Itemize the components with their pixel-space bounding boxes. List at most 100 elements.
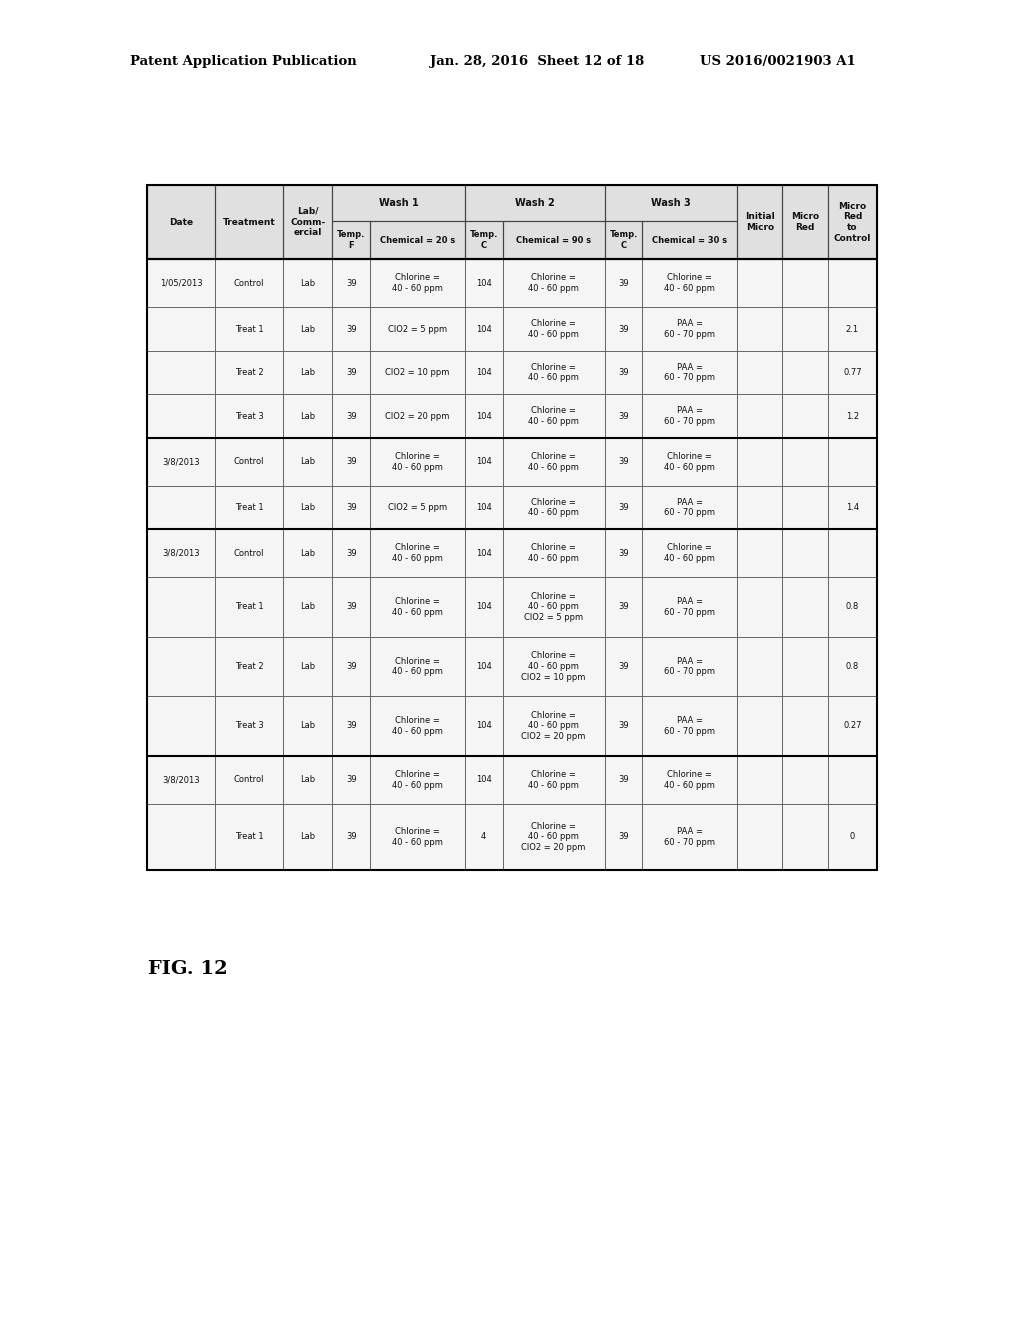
Text: 39: 39 [346,368,356,378]
Text: 39: 39 [346,412,356,421]
Bar [782,351,827,395]
Bar [333,636,370,696]
Bar [370,220,465,259]
Text: 39: 39 [618,325,629,334]
Text: Treat 2: Treat 2 [234,661,263,671]
Text: 4: 4 [481,833,486,841]
Bar [370,259,465,308]
Bar [284,529,333,577]
Bar [370,351,465,395]
Bar [284,395,333,438]
Bar [284,351,333,395]
Bar [503,529,604,577]
Bar [642,220,737,259]
Bar [284,804,333,870]
Bar [827,259,877,308]
Text: Wash 1: Wash 1 [379,198,419,207]
Text: PAA =
60 - 70 ppm: PAA = 60 - 70 ppm [665,407,716,426]
Bar [215,804,284,870]
Text: 104: 104 [476,722,492,730]
Bar [503,259,604,308]
Bar [642,636,737,696]
Bar [333,351,370,395]
Text: Treat 1: Treat 1 [234,325,263,334]
Text: Patent Application Publication: Patent Application Publication [130,55,356,69]
Bar [284,185,333,259]
Text: Chlorine =
40 - 60 ppm: Chlorine = 40 - 60 ppm [528,319,579,339]
Bar [737,308,782,351]
Bar [642,804,737,870]
Text: 104: 104 [476,457,492,466]
Text: 39: 39 [346,722,356,730]
Text: Control: Control [233,279,264,288]
Bar [604,259,642,308]
Bar [147,351,215,395]
Bar [147,259,215,308]
Text: Treatment: Treatment [223,218,275,227]
Text: 0.8: 0.8 [846,602,859,611]
Bar [737,696,782,755]
Bar [782,395,827,438]
Bar [333,486,370,529]
Bar [642,308,737,351]
Bar [147,185,877,259]
Bar [642,486,737,529]
Bar [827,438,877,486]
Text: Chemical = 30 s: Chemical = 30 s [652,235,727,244]
Text: 1/05/2013: 1/05/2013 [160,279,203,288]
Bar [827,577,877,636]
Bar [147,577,215,636]
Bar [642,395,737,438]
Text: PAA =
60 - 70 ppm: PAA = 60 - 70 ppm [665,715,716,735]
Text: ClO2 = 20 ppm: ClO2 = 20 ppm [385,412,450,421]
Bar [604,486,642,529]
Bar [465,185,604,220]
Text: Temp.
C: Temp. C [609,230,638,249]
Text: 1.2: 1.2 [846,412,859,421]
Bar [465,351,503,395]
Bar [284,577,333,636]
Text: 39: 39 [618,279,629,288]
Bar [782,696,827,755]
Bar [465,529,503,577]
Bar [333,259,370,308]
Bar [370,438,465,486]
Text: Chlorine =
40 - 60 ppm: Chlorine = 40 - 60 ppm [392,451,442,471]
Bar [827,486,877,529]
Text: Chlorine =
40 - 60 ppm
ClO2 = 10 ppm: Chlorine = 40 - 60 ppm ClO2 = 10 ppm [521,651,586,681]
Bar [284,696,333,755]
Bar [333,438,370,486]
Bar [642,259,737,308]
Text: Treat 3: Treat 3 [234,412,263,421]
Text: Micro
Red
to
Control: Micro Red to Control [834,202,871,243]
Bar [604,185,737,220]
Bar [333,804,370,870]
Text: Lab: Lab [300,722,315,730]
Text: Lab: Lab [300,503,315,512]
Text: 104: 104 [476,412,492,421]
Bar [782,259,827,308]
Text: Lab: Lab [300,457,315,466]
Text: 39: 39 [618,412,629,421]
Text: Date: Date [169,218,194,227]
Bar [642,755,737,804]
Text: Treat 1: Treat 1 [234,833,263,841]
Text: 104: 104 [476,368,492,378]
Bar [370,755,465,804]
Bar [737,259,782,308]
Bar [370,804,465,870]
Text: 39: 39 [346,661,356,671]
Text: Lab/
Comm-
ercial: Lab/ Comm- ercial [290,207,326,238]
Text: 104: 104 [476,602,492,611]
Bar [333,185,465,220]
Bar [333,577,370,636]
Text: ClO2 = 5 ppm: ClO2 = 5 ppm [388,325,447,334]
Bar [604,755,642,804]
Bar [503,755,604,804]
Text: Temp.
F: Temp. F [337,230,366,249]
Text: PAA =
60 - 70 ppm: PAA = 60 - 70 ppm [665,363,716,383]
Bar [370,486,465,529]
Text: 104: 104 [476,549,492,558]
Text: Chlorine =
40 - 60 ppm: Chlorine = 40 - 60 ppm [528,770,579,789]
Bar [737,395,782,438]
